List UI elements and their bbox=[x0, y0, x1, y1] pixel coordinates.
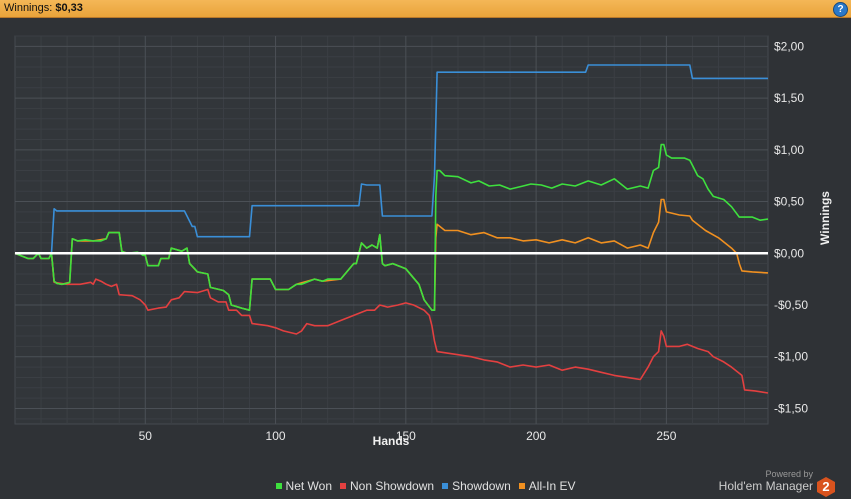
legend: Net Won Non Showdown Showdown All-In EV bbox=[0, 479, 851, 493]
x-tick-label: 250 bbox=[656, 429, 676, 443]
hm2-logo-icon: 2 bbox=[817, 477, 835, 497]
x-tick-label: 200 bbox=[526, 429, 546, 443]
winnings-header-bar: Winnings: $0,33 ? bbox=[0, 0, 851, 18]
series-line-showdown bbox=[15, 64, 768, 255]
y-tick-label: $1,00 bbox=[774, 143, 804, 157]
grid-lines bbox=[15, 35, 768, 424]
legend-swatch bbox=[275, 483, 282, 489]
legend-swatch bbox=[518, 483, 525, 489]
winnings-summary: Winnings: $0,33 bbox=[4, 2, 83, 14]
winnings-value: $0,33 bbox=[55, 2, 83, 14]
x-tick-label: 150 bbox=[396, 429, 416, 443]
legend-label: All-In EV bbox=[528, 479, 576, 493]
x-tick-label: 50 bbox=[139, 429, 153, 443]
x-axis-label: Hands bbox=[373, 434, 410, 448]
help-icon[interactable]: ? bbox=[833, 2, 848, 17]
y-axis-label: Winnings bbox=[818, 191, 832, 245]
legend-swatch bbox=[340, 483, 346, 489]
legend-label: Net Won bbox=[285, 479, 332, 493]
powered-by-label: Powered by bbox=[765, 469, 813, 479]
legend-swatch bbox=[442, 483, 449, 489]
series-line-net-won bbox=[14, 143, 769, 312]
legend-label: Showdown bbox=[452, 479, 511, 493]
branding: Powered by Hold'em Manager 2 bbox=[718, 469, 835, 497]
winnings-label: Winnings: bbox=[4, 2, 53, 14]
y-tick-label: -$1,00 bbox=[774, 350, 808, 364]
y-tick-label: $2,00 bbox=[774, 39, 804, 53]
axes: $2,00 $1,50 $1,00 $0,50 $0,00 -$0,50 -$1,00 -$1… bbox=[139, 39, 809, 443]
y-tick-label: $0,00 bbox=[774, 246, 804, 260]
series-lines bbox=[14, 64, 769, 394]
legend-item: All-In EV bbox=[518, 479, 576, 493]
brand-name: Hold'em Manager bbox=[718, 479, 813, 493]
plot-area bbox=[14, 35, 769, 425]
legend-item: Net Won bbox=[275, 479, 332, 493]
winnings-chart: $2,00 $1,50 $1,00 $0,50 $0,00 -$0,50 -$1,00 -$1… bbox=[14, 35, 832, 448]
y-tick-label: -$1,50 bbox=[774, 401, 808, 415]
y-tick-label: -$0,50 bbox=[774, 298, 808, 312]
legend-item: Non Showdown bbox=[340, 479, 434, 493]
legend-label: Non Showdown bbox=[350, 479, 435, 493]
y-tick-label: $0,50 bbox=[774, 195, 804, 209]
series-line-non-showdown bbox=[15, 252, 769, 394]
legend-item: Showdown bbox=[442, 479, 511, 493]
x-tick-label: 100 bbox=[266, 429, 286, 443]
y-tick-label: $1,50 bbox=[774, 91, 804, 105]
